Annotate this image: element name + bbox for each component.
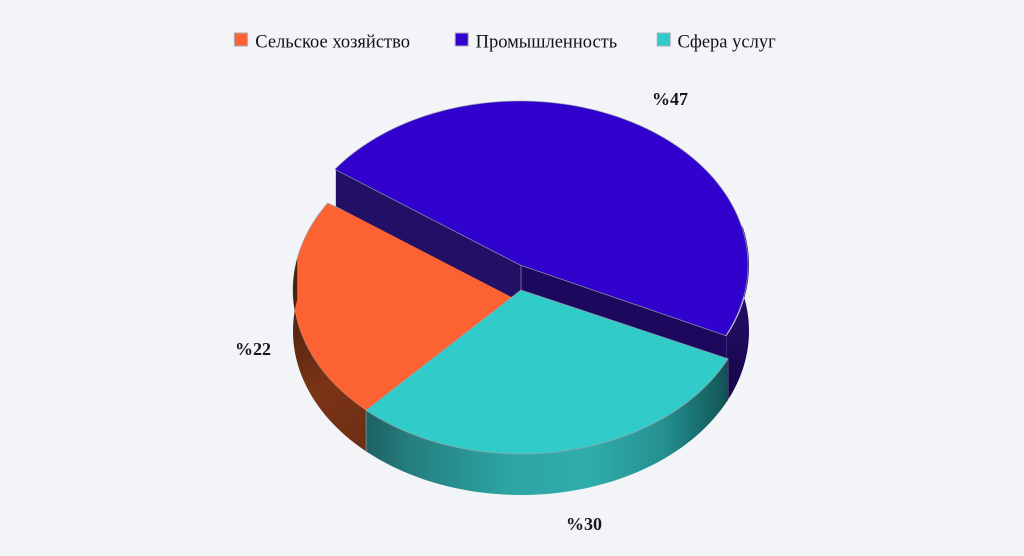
svg-text:%30: %30: [566, 514, 602, 534]
svg-text:Сфера услуг: Сфера услуг: [678, 33, 777, 53]
svg-text:%47: %47: [652, 89, 688, 109]
svg-text:Сельское хозяйство: Сельское хозяйство: [255, 33, 410, 53]
svg-text:%22: %22: [235, 339, 271, 359]
svg-text:Промышленность: Промышленность: [476, 33, 618, 53]
